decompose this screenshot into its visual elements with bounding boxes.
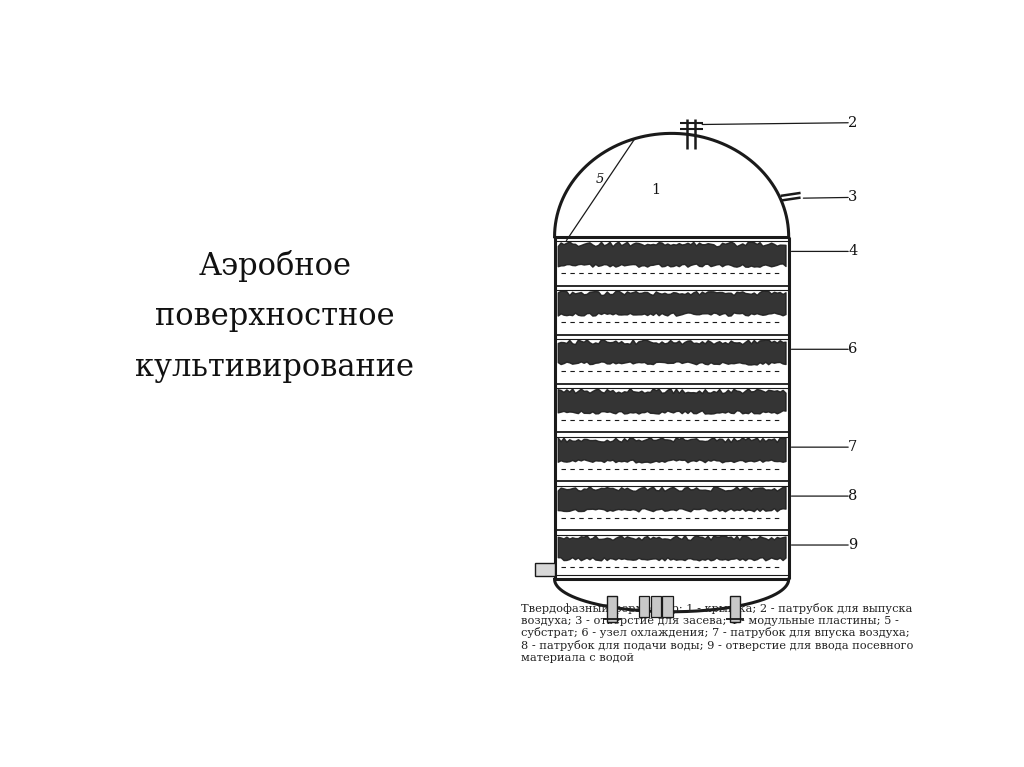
Text: 1: 1 <box>651 183 660 197</box>
Text: 5: 5 <box>596 173 604 186</box>
Text: Твердофазный ферментер: 1 - крышка; 2 - патрубок для выпуска
воздуха; 3 - отверс: Твердофазный ферментер: 1 - крышка; 2 - … <box>521 603 913 663</box>
Text: 9: 9 <box>848 538 857 552</box>
Text: 3: 3 <box>848 190 857 205</box>
Text: 7: 7 <box>848 440 857 454</box>
Bar <box>639 595 649 617</box>
Bar <box>730 595 740 622</box>
Bar <box>535 563 555 576</box>
Text: 4: 4 <box>848 245 857 258</box>
Text: 6: 6 <box>848 342 857 357</box>
Text: 2: 2 <box>848 116 857 130</box>
Bar <box>663 595 673 617</box>
Text: 8: 8 <box>848 489 857 503</box>
Bar <box>650 595 660 617</box>
Bar <box>607 595 617 622</box>
Text: Аэробное
поверхностное
культивирование: Аэробное поверхностное культивирование <box>135 250 415 383</box>
